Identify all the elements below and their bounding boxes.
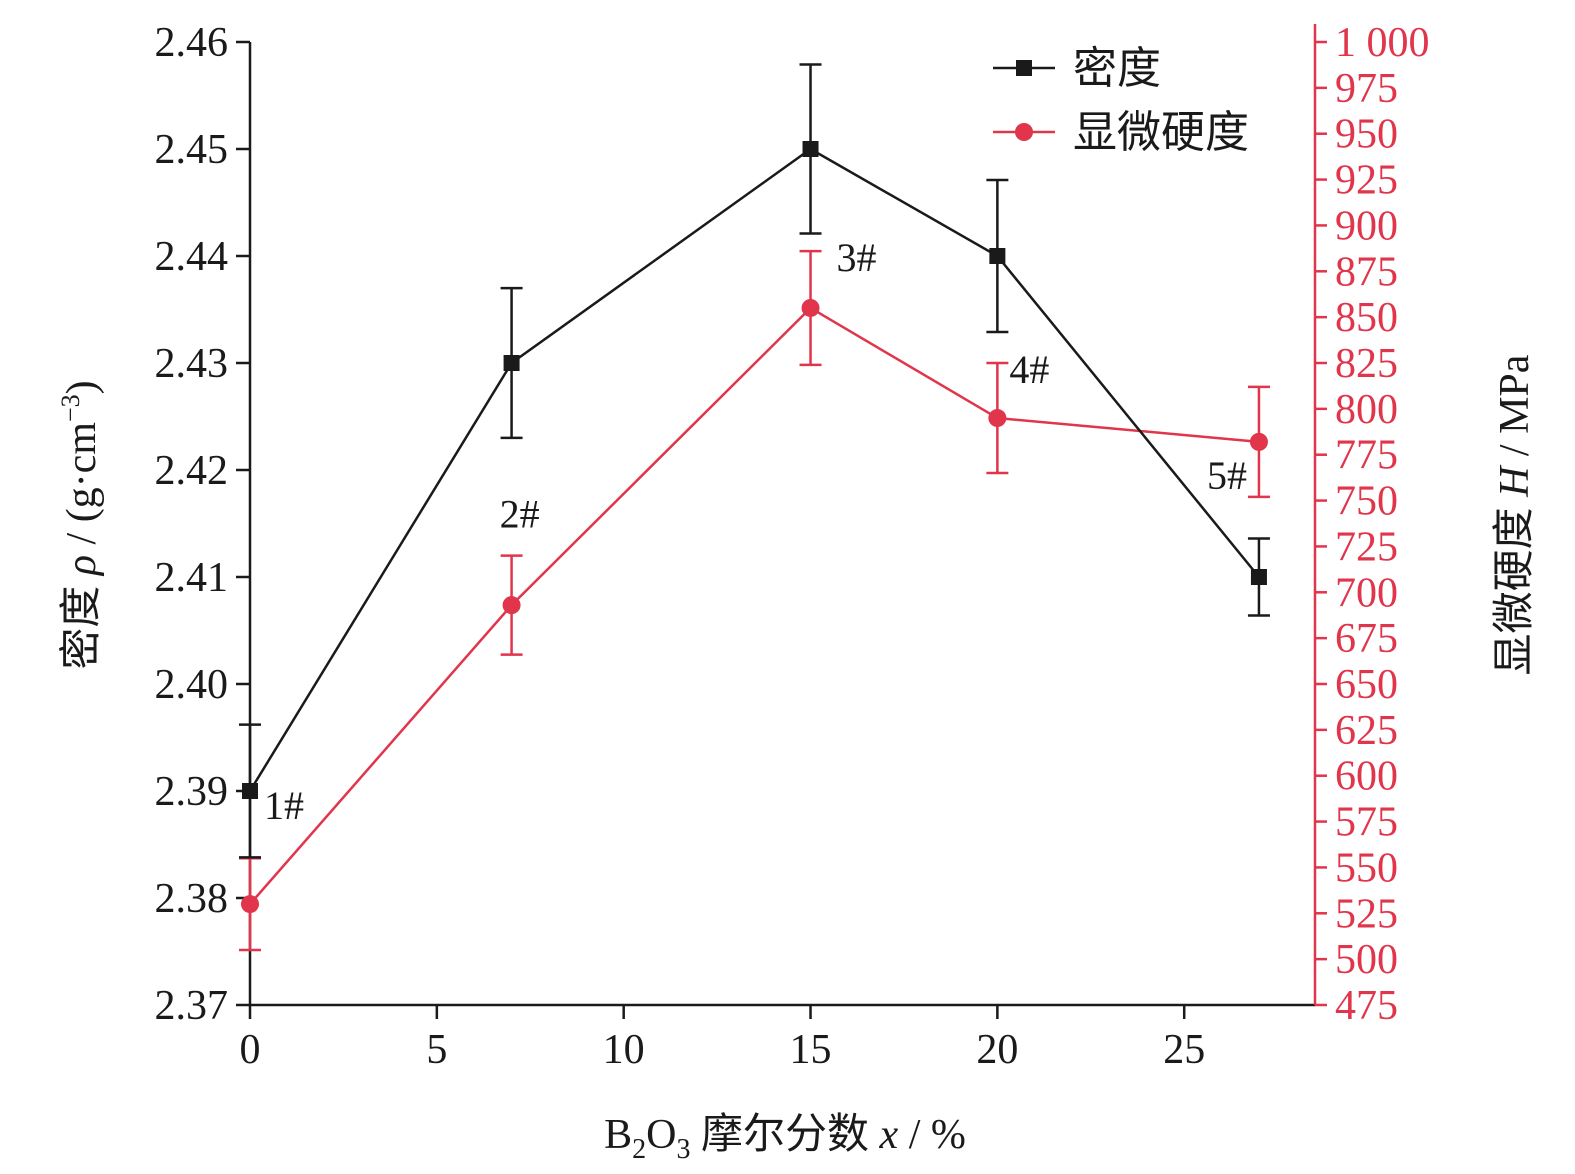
left-tick-label: 2.37 (155, 983, 229, 1029)
x-axis-ticks: 0 5 10 15 20 25 (240, 1005, 1205, 1073)
data-point-circle (241, 895, 259, 914)
right-tick-label: 525 (1335, 891, 1398, 937)
data-point-square (242, 783, 258, 799)
right-tick-label: 800 (1335, 387, 1398, 433)
right-tick-label: 575 (1335, 800, 1398, 846)
series-line (248, 147, 1260, 792)
legend-entry-2: 显微硬度 (993, 108, 1249, 157)
series-line (249, 306, 1260, 905)
x-axis-title: B2O3 摩尔分数 x / % (604, 1111, 966, 1165)
right-tick-label: 475 (1335, 983, 1398, 1029)
left-tick-label: 2.43 (155, 341, 229, 387)
left-tick-label: 2.44 (155, 234, 229, 280)
legend-marker-circle (1015, 123, 1033, 141)
right-tick-label: 850 (1335, 295, 1398, 341)
right-tick-label: 775 (1335, 433, 1398, 479)
right-y-axis-title: 显微硬度 H / MPa (1492, 354, 1538, 675)
data-point-square (802, 141, 819, 157)
legend-label: 显微硬度 (1073, 108, 1249, 157)
left-tick-label: 2.40 (155, 662, 229, 708)
x-tick-label: 15 (790, 1027, 832, 1073)
left-tick-label: 2.39 (155, 769, 229, 815)
right-tick-label: 900 (1335, 203, 1398, 249)
series-microhardness (239, 249, 1270, 952)
right-tick-label: 950 (1335, 112, 1398, 158)
right-tick-label: 725 (1335, 524, 1398, 570)
point-label-1: 1# (264, 783, 304, 828)
right-tick-label: 750 (1335, 479, 1398, 525)
left-tick-label: 2.46 (155, 20, 229, 66)
right-tick-label: 975 (1335, 66, 1398, 112)
point-labels: 1# 2# 3# 4# 5# (264, 235, 1247, 828)
point-label-4: 4# (1009, 347, 1049, 392)
right-tick-label: 700 (1335, 570, 1398, 616)
right-tick-label: 500 (1335, 937, 1398, 983)
data-point-circle (988, 409, 1007, 428)
right-tick-label: 925 (1335, 158, 1398, 204)
x-tick-label: 20 (976, 1027, 1018, 1073)
right-tick-label: 875 (1335, 249, 1398, 295)
right-tick-label: 600 (1335, 754, 1398, 800)
point-label-3: 3# (837, 235, 877, 280)
data-point-square (989, 248, 1006, 264)
left-axis-ticks: 2.37 2.38 2.39 2.40 2.41 2.42 2.43 2.44 2.45 2.46 (155, 20, 250, 1029)
series-density (239, 63, 1270, 859)
right-tick-label: 550 (1335, 845, 1398, 891)
point-label-2: 2# (500, 492, 540, 537)
x-tick-label: 25 (1163, 1027, 1205, 1073)
legend-entry-1: 密度 (993, 44, 1161, 93)
left-tick-label: 2.41 (155, 555, 229, 601)
legend-marker-square (1016, 60, 1032, 76)
right-tick-label: 1 000 (1335, 20, 1430, 66)
data-point-circle (502, 596, 521, 615)
data-point-circle (801, 298, 820, 317)
left-tick-label: 2.42 (155, 448, 229, 494)
x-tick-label: 0 (240, 1027, 261, 1073)
right-tick-label: 625 (1335, 708, 1398, 754)
data-point-circle (1249, 432, 1268, 451)
left-tick-label: 2.45 (155, 127, 229, 173)
left-y-axis-title: 密度 ρ / (g·cm−3) (56, 380, 105, 669)
left-tick-label: 2.38 (155, 876, 229, 922)
data-point-square (1250, 569, 1267, 585)
data-point-square (503, 355, 520, 371)
legend-label: 密度 (1073, 44, 1161, 93)
right-tick-label: 650 (1335, 662, 1398, 708)
right-axis-ticks: 4755005255505756006256506757007257507758… (1315, 20, 1430, 1029)
point-label-5: 5# (1207, 453, 1247, 498)
x-tick-label: 10 (603, 1027, 645, 1073)
axes (248, 24, 1317, 1007)
right-tick-label: 675 (1335, 616, 1398, 662)
series-layer (239, 63, 1270, 952)
right-tick-label: 825 (1335, 341, 1398, 387)
x-tick-label: 5 (426, 1027, 447, 1073)
